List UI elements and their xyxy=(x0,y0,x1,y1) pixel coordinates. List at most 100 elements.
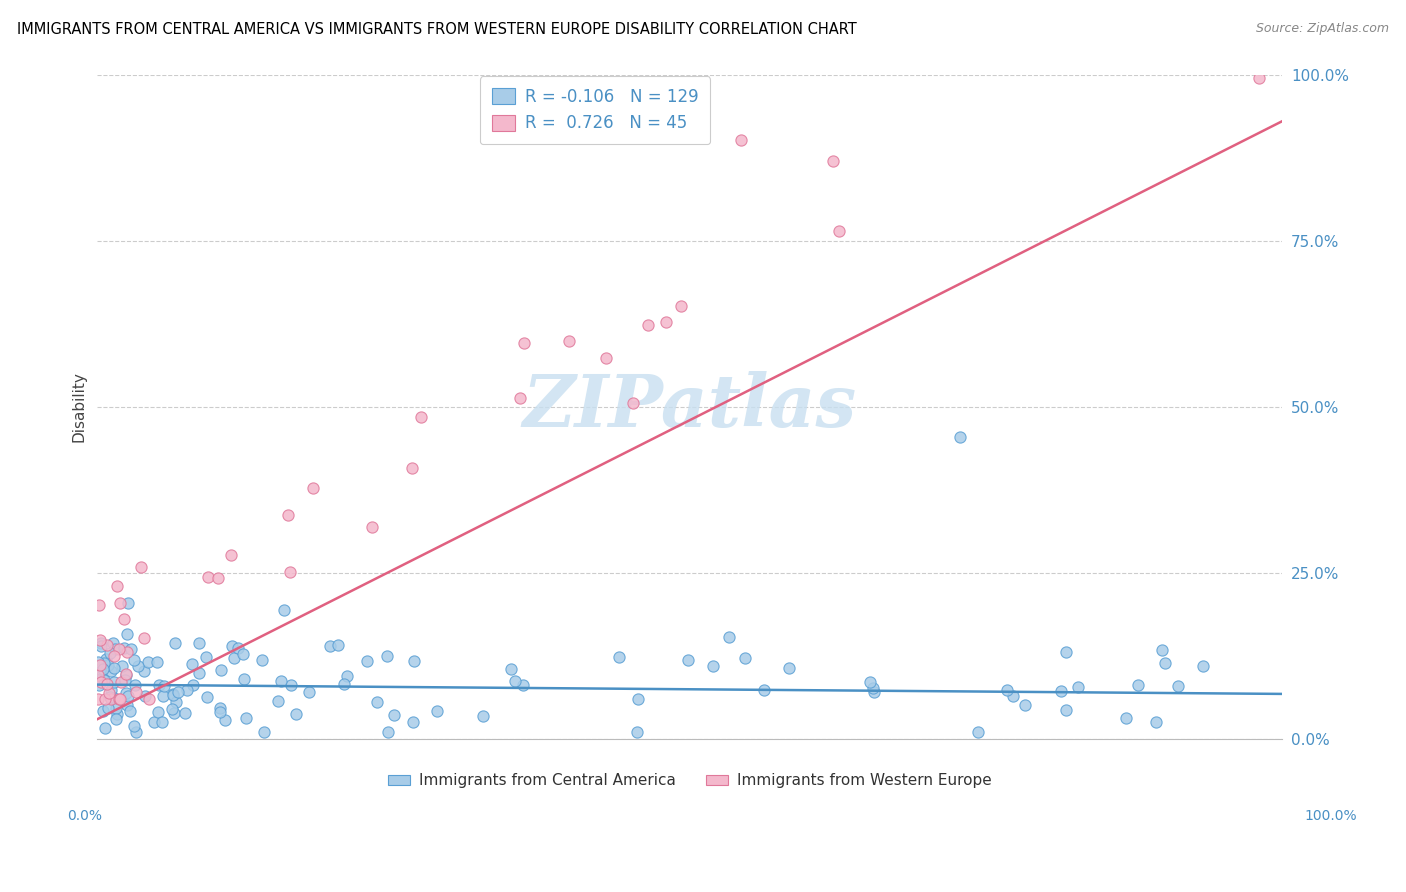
Point xyxy=(89,657,111,672)
Point xyxy=(134,689,156,703)
Point xyxy=(108,692,131,706)
Point xyxy=(163,636,186,650)
Point xyxy=(87,655,110,669)
Point xyxy=(91,662,114,676)
Point xyxy=(120,641,142,656)
Point xyxy=(302,481,325,495)
Text: 100.0%: 100.0% xyxy=(1305,809,1357,823)
Point xyxy=(967,725,990,739)
Point xyxy=(125,725,148,739)
Point xyxy=(167,685,190,699)
Point xyxy=(356,654,378,668)
Point xyxy=(730,133,752,147)
Point xyxy=(207,572,229,586)
Point xyxy=(98,690,121,705)
Point xyxy=(821,154,844,169)
Point xyxy=(174,706,197,720)
Point xyxy=(93,656,115,670)
Point xyxy=(194,650,217,665)
Point xyxy=(117,627,139,641)
Point xyxy=(101,636,124,650)
Point xyxy=(270,673,292,688)
Point xyxy=(112,641,135,656)
Point xyxy=(232,647,254,661)
Point xyxy=(104,712,127,726)
Point xyxy=(375,648,398,663)
Point xyxy=(134,631,156,645)
Point xyxy=(90,636,112,650)
Point xyxy=(195,690,218,705)
Point xyxy=(162,688,184,702)
Point xyxy=(148,705,170,719)
Point xyxy=(669,299,692,313)
Point xyxy=(108,641,131,656)
Point xyxy=(1056,703,1078,717)
Point xyxy=(232,672,254,686)
Point xyxy=(96,677,118,691)
Point xyxy=(162,706,184,721)
Point xyxy=(404,654,426,668)
Point xyxy=(143,714,166,729)
Point xyxy=(103,690,125,705)
Point xyxy=(499,662,522,676)
Point xyxy=(208,705,231,719)
Point xyxy=(138,692,160,706)
Point xyxy=(382,708,405,723)
Legend: Immigrants from Central America, Immigrants from Western Europe: Immigrants from Central America, Immigra… xyxy=(382,767,998,795)
Point xyxy=(326,638,349,652)
Point xyxy=(118,704,141,718)
Point xyxy=(209,701,232,715)
Point xyxy=(94,651,117,665)
Point xyxy=(1247,70,1270,85)
Point xyxy=(253,725,276,739)
Point xyxy=(273,603,295,617)
Point xyxy=(91,704,114,718)
Point xyxy=(115,685,138,699)
Point xyxy=(1014,698,1036,713)
Point xyxy=(655,315,678,329)
Point xyxy=(1054,645,1077,659)
Point xyxy=(509,391,531,405)
Point xyxy=(778,661,800,675)
Point xyxy=(1167,679,1189,693)
Point xyxy=(426,705,449,719)
Point xyxy=(136,655,159,669)
Point xyxy=(678,653,700,667)
Text: Source: ZipAtlas.com: Source: ZipAtlas.com xyxy=(1256,22,1389,36)
Point xyxy=(221,639,243,653)
Point xyxy=(105,579,128,593)
Point xyxy=(165,695,187,709)
Point xyxy=(94,721,117,735)
Point xyxy=(162,687,184,701)
Point xyxy=(153,679,176,693)
Point xyxy=(209,663,232,677)
Point xyxy=(96,638,118,652)
Point xyxy=(1050,684,1073,698)
Y-axis label: Disability: Disability xyxy=(72,371,86,442)
Point xyxy=(627,692,650,706)
Point xyxy=(298,685,321,699)
Point xyxy=(127,659,149,673)
Point xyxy=(277,508,299,522)
Point xyxy=(862,681,884,695)
Point xyxy=(623,395,645,409)
Point xyxy=(90,674,112,689)
Point xyxy=(115,666,138,681)
Point xyxy=(267,694,290,708)
Point xyxy=(1115,711,1137,725)
Text: ZIPatlas: ZIPatlas xyxy=(523,371,858,442)
Point xyxy=(214,713,236,727)
Point xyxy=(252,652,274,666)
Point xyxy=(859,674,882,689)
Point xyxy=(503,673,526,688)
Point xyxy=(115,667,138,681)
Point xyxy=(1192,659,1215,673)
Point xyxy=(108,692,131,706)
Point xyxy=(117,596,139,610)
Point xyxy=(112,612,135,626)
Point xyxy=(134,664,156,678)
Point xyxy=(1126,678,1149,692)
Point xyxy=(752,682,775,697)
Point xyxy=(93,692,115,706)
Point xyxy=(87,678,110,692)
